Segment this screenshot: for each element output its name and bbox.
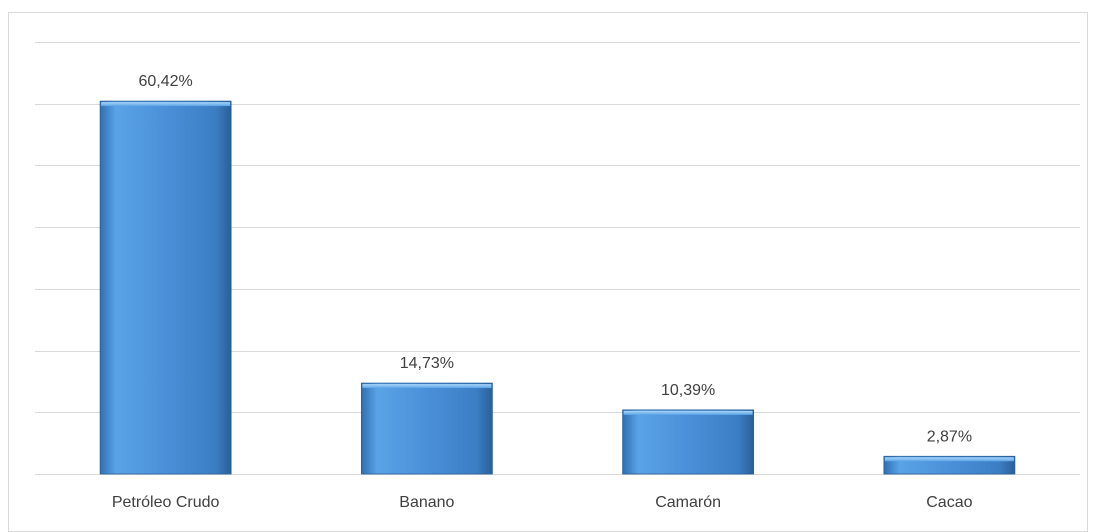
category-label: Camarón <box>655 494 721 511</box>
data-label: 14,73% <box>400 355 454 372</box>
category-labels: Petróleo Crudo Banano Camarón Cacao <box>112 494 973 511</box>
category-label: Banano <box>399 494 454 511</box>
bars <box>99 100 1016 475</box>
data-label: 2,87% <box>927 428 972 445</box>
data-labels: 60,42% 14,73% 10,39% 2,87% <box>138 73 972 445</box>
bar-banano <box>360 382 493 475</box>
bar-petr-leo-crudo <box>99 100 232 475</box>
category-label: Cacao <box>926 494 972 511</box>
data-label: 60,42% <box>138 73 192 90</box>
bar-highlight <box>101 102 231 107</box>
bar-highlight <box>623 410 753 415</box>
bar-highlight <box>884 457 1014 462</box>
bar-highlight <box>362 384 492 389</box>
data-label: 10,39% <box>661 382 715 399</box>
bar-camar-n <box>622 409 755 475</box>
category-label: Petróleo Crudo <box>112 494 220 511</box>
